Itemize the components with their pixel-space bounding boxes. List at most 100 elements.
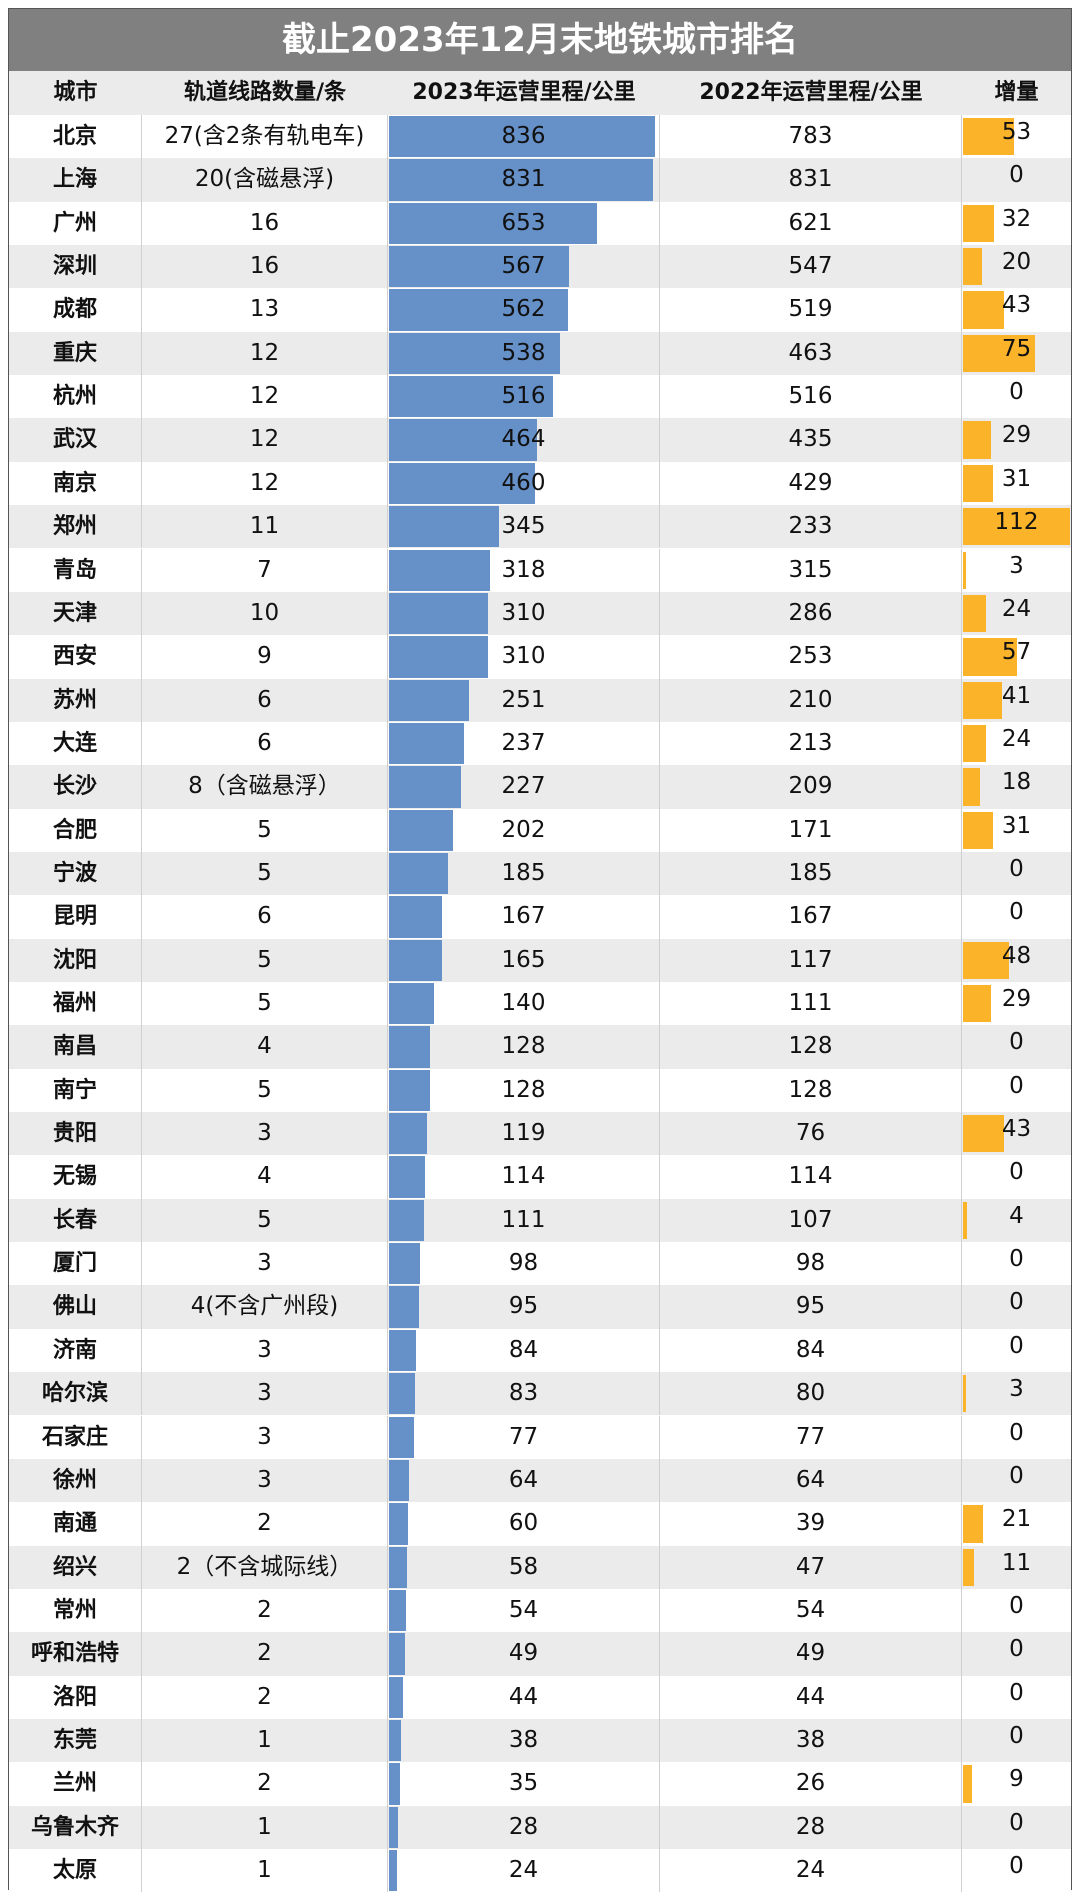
header-cell: 2022年运营里程/公里: [699, 80, 923, 105]
cell: 0: [1009, 1679, 1024, 1706]
row-bg: [9, 678, 1071, 722]
cell: 3: [142, 1112, 388, 1156]
cell: 0: [1009, 162, 1024, 189]
city-cell: 济南: [9, 1328, 142, 1373]
bar: [963, 594, 986, 633]
bar: [389, 1850, 397, 1892]
cell: 4: [142, 1155, 388, 1199]
cell: 562: [388, 288, 660, 332]
cell: 167: [388, 895, 660, 939]
cell: 128: [388, 1025, 660, 1069]
cell: 185: [388, 851, 660, 896]
cell: 53: [1001, 119, 1032, 145]
cell: 20: [1001, 249, 1032, 276]
cell: 0: [1009, 1332, 1024, 1359]
bar: [389, 592, 488, 635]
city-cell: 苏州: [9, 678, 142, 722]
cell: 1: [142, 1718, 388, 1763]
bar: [963, 941, 1009, 979]
cell: 171: [660, 808, 962, 852]
cell: 0: [1009, 1159, 1024, 1186]
bar: [389, 1156, 426, 1198]
city-cell: 重庆: [9, 331, 142, 376]
bar: [389, 896, 443, 938]
bar: [389, 1329, 416, 1372]
cell: 98: [388, 1242, 660, 1286]
cell: 29: [1001, 422, 1032, 449]
bar: [963, 551, 966, 589]
cell: 0: [1009, 1289, 1024, 1316]
bar: [963, 508, 1070, 546]
cell: 210: [660, 678, 962, 722]
bar: [963, 724, 986, 763]
bar: [389, 202, 597, 245]
bar: [389, 1113, 427, 1155]
header-cell: 城市: [53, 80, 98, 105]
city-cell: 广州: [9, 201, 142, 246]
bar: [389, 1503, 409, 1545]
bar: [389, 549, 491, 591]
cell: 0: [1009, 1809, 1024, 1836]
bar: [389, 679, 469, 721]
cell: 621: [660, 201, 962, 246]
cell: 519: [660, 288, 962, 332]
row-bg: [9, 418, 1071, 462]
cell: 4(不含广州段): [142, 1285, 388, 1329]
bar: [389, 852, 448, 895]
cell: 77: [388, 1415, 660, 1459]
cell: 5: [142, 851, 388, 896]
row-bg: [9, 635, 1071, 679]
row-bg: [9, 1588, 1071, 1633]
header-cell: 2023年运营里程/公里: [412, 80, 636, 105]
bar: [963, 768, 981, 806]
cell: 32: [1001, 205, 1032, 232]
bar: [389, 1459, 410, 1502]
cell: 3: [142, 1415, 388, 1459]
row-bg: [9, 1112, 1071, 1156]
cell: 98: [660, 1242, 962, 1286]
cell: 107: [660, 1198, 962, 1243]
bar: [389, 1589, 407, 1632]
bar: [389, 983, 434, 1025]
city-cell: 徐州: [9, 1458, 142, 1503]
cell: 516: [660, 375, 962, 419]
cell: 43: [1001, 1116, 1032, 1143]
cell: 12: [142, 331, 388, 376]
city-cell: 太原: [9, 1849, 142, 1893]
city-cell: 长沙: [9, 765, 142, 809]
row-bg: [9, 895, 1071, 939]
cell: 567: [388, 245, 660, 289]
row-bg: [9, 1805, 1071, 1849]
cell: 6: [142, 895, 388, 939]
cell: 3: [142, 1328, 388, 1373]
city-cell: 上海: [9, 158, 142, 202]
city-cell: 深圳: [9, 245, 142, 289]
cell: 233: [660, 505, 962, 549]
cell: 64: [660, 1458, 962, 1503]
cell: 140: [388, 982, 660, 1026]
city-cell: 西安: [9, 635, 142, 679]
cell: 84: [388, 1328, 660, 1373]
row-bg: [9, 1155, 1071, 1199]
row-bg: [9, 1718, 1071, 1763]
row-bg: [9, 1198, 1071, 1243]
cell: 80: [660, 1372, 962, 1416]
city-cell: 天津: [9, 591, 142, 636]
cell: 831: [660, 158, 962, 202]
row-bg: [9, 1415, 1071, 1459]
bar: [389, 1286, 420, 1328]
city-cell: 杭州: [9, 375, 142, 419]
bar: [389, 1633, 405, 1675]
header-cell: 增量: [994, 80, 1039, 105]
cell: 345: [388, 505, 660, 549]
bar: [963, 204, 994, 243]
city-cell: 佛山: [9, 1285, 142, 1329]
cell: 0: [1009, 1246, 1024, 1273]
cell: 28: [660, 1805, 962, 1849]
cell: 11: [142, 505, 388, 549]
cell: 31: [1001, 812, 1032, 839]
cell: 77: [660, 1415, 962, 1459]
cell: 54: [660, 1588, 962, 1633]
city-cell: 洛阳: [9, 1675, 142, 1719]
cell: 227: [388, 765, 660, 809]
